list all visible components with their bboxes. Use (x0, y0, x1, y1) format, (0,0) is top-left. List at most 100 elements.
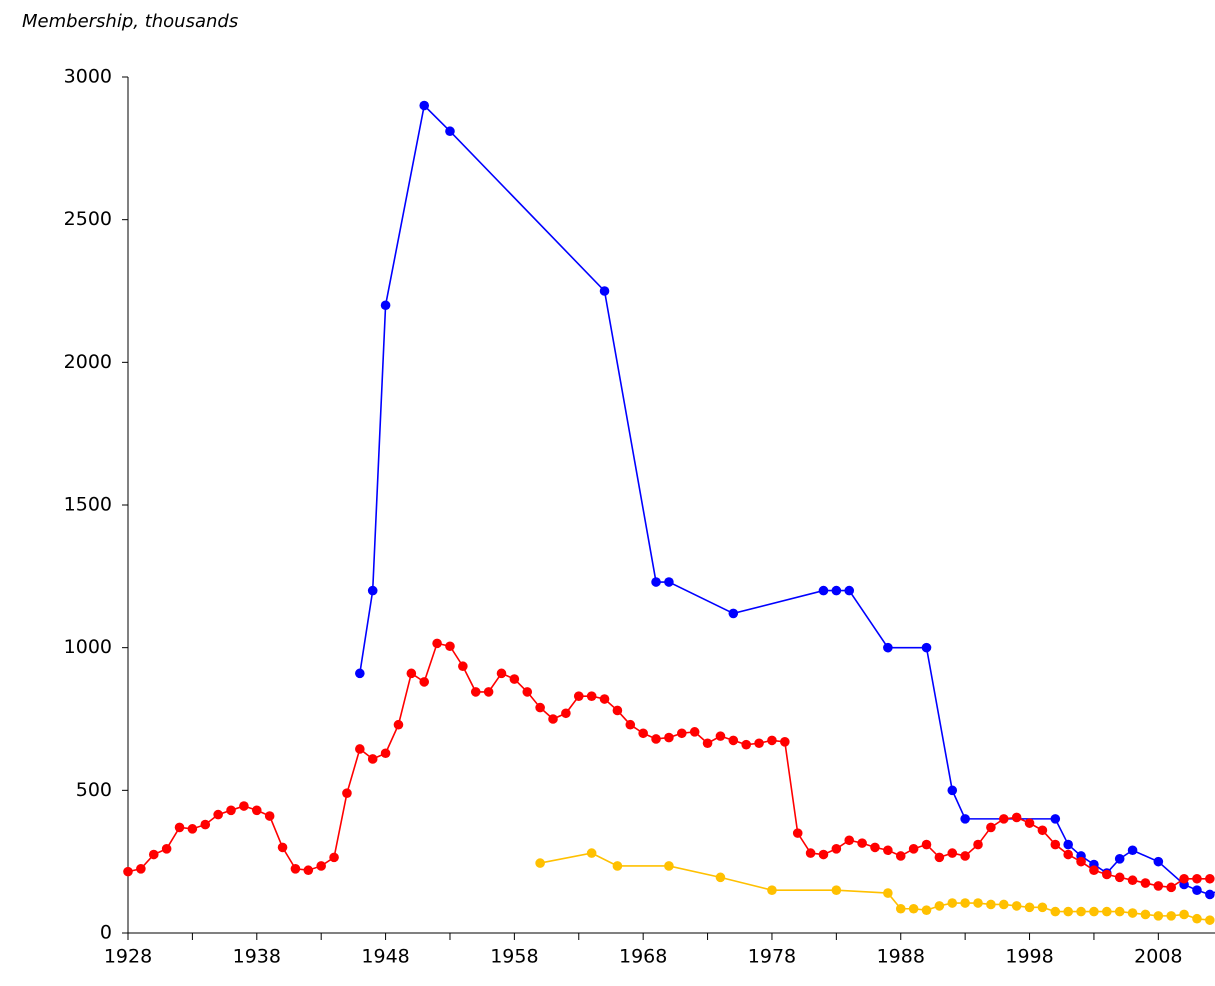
data-point (664, 861, 674, 871)
data-point (960, 898, 970, 908)
data-point (1050, 814, 1061, 824)
data-point (934, 901, 945, 911)
data-point (792, 828, 803, 838)
y-tick-label: 2500 (64, 208, 112, 230)
data-point (419, 100, 430, 111)
data-point (522, 687, 533, 697)
data-point (148, 849, 159, 860)
data-point (883, 642, 893, 653)
data-point (1153, 881, 1164, 891)
x-tick-label: 1928 (104, 946, 152, 968)
data-point (1076, 856, 1086, 867)
data-point (1127, 875, 1138, 886)
data-point (1037, 902, 1048, 913)
data-point (1127, 845, 1138, 856)
x-tick-label: 2008 (1134, 946, 1182, 968)
data-point (1024, 818, 1035, 828)
y-tick-label: 0 (100, 922, 112, 944)
y-tick-label: 2000 (64, 351, 112, 373)
data-point (612, 705, 623, 716)
data-point (380, 300, 391, 311)
x-tick-label: 1998 (1005, 946, 1053, 968)
data-point (1166, 911, 1177, 921)
data-point (805, 848, 816, 858)
data-point (496, 668, 507, 679)
data-point (1089, 865, 1099, 876)
data-point (715, 731, 726, 741)
x-tick-label: 1938 (233, 946, 281, 968)
data-point (1037, 825, 1048, 836)
data-point (599, 694, 610, 704)
x-tick-label: 1948 (361, 946, 409, 968)
data-point (1205, 889, 1215, 900)
data-point (393, 719, 404, 730)
data-point (458, 661, 468, 672)
data-point (638, 728, 648, 739)
data-point (329, 852, 339, 863)
data-point (277, 842, 288, 853)
data-point (251, 805, 262, 816)
data-point (1127, 908, 1138, 918)
data-point (921, 642, 932, 653)
data-point (535, 702, 545, 713)
data-point (1102, 906, 1112, 917)
data-point (174, 822, 185, 833)
data-point (895, 851, 906, 861)
data-point (728, 735, 739, 746)
data-point (1179, 909, 1189, 920)
data-point (470, 687, 481, 697)
data-point (599, 286, 610, 296)
data-point (612, 861, 623, 871)
data-point (419, 677, 430, 687)
data-point (1140, 909, 1151, 920)
data-point (1166, 882, 1177, 893)
data-point (947, 898, 958, 908)
data-point (947, 785, 958, 796)
data-point (664, 577, 674, 587)
data-point (1140, 878, 1151, 888)
series-line (359, 103, 1215, 896)
data-point (986, 822, 996, 833)
data-point (290, 864, 301, 874)
data-point (921, 839, 932, 850)
data-point (780, 737, 790, 747)
data-point (1153, 911, 1164, 921)
y-axis-label: Membership, thousands (22, 11, 238, 32)
data-point (844, 835, 855, 846)
data-point (960, 814, 970, 824)
data-point (818, 585, 829, 596)
data-point (136, 864, 146, 874)
data-point (921, 905, 932, 915)
data-point (573, 691, 584, 701)
data-point (226, 805, 236, 816)
data-point (689, 727, 700, 737)
data-point (651, 734, 661, 744)
data-point (367, 754, 378, 764)
data-point (831, 885, 842, 895)
y-tick-label: 500 (76, 779, 112, 801)
data-point (1024, 902, 1035, 913)
data-point (998, 899, 1009, 910)
data-point (367, 585, 378, 596)
data-point (625, 719, 636, 730)
data-point (1011, 812, 1022, 823)
y-tick-label: 3000 (64, 66, 112, 88)
data-point (1089, 906, 1099, 917)
data-point (1114, 854, 1125, 864)
data-point (754, 738, 764, 749)
data-point (1063, 839, 1073, 850)
data-point (561, 708, 571, 719)
data-point (535, 858, 545, 868)
series-line (127, 642, 1210, 889)
data-point (1011, 901, 1022, 911)
data-point (355, 668, 365, 679)
data-point (586, 691, 597, 701)
data-point (1050, 906, 1061, 917)
data-point (947, 848, 958, 858)
data-point (908, 903, 919, 914)
data-point (1102, 869, 1112, 880)
data-point (844, 585, 855, 596)
data-point (715, 872, 726, 883)
data-point (973, 839, 983, 850)
data-point (702, 738, 713, 749)
